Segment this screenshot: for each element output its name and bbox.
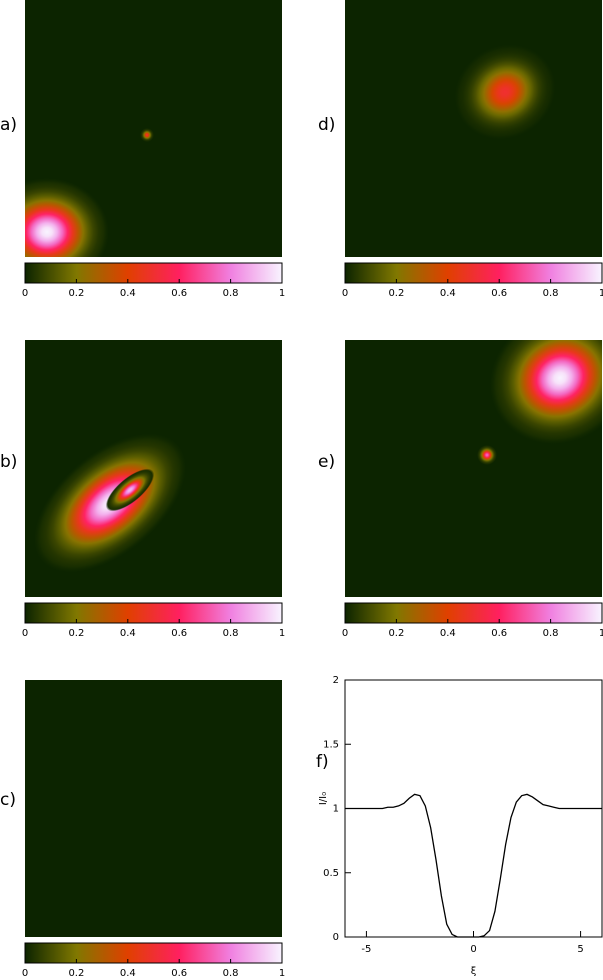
colorbar-tick-label: 0.4 xyxy=(440,628,456,639)
colorbar-tick-label: 0.8 xyxy=(223,628,239,639)
panel-label: c) xyxy=(0,790,16,810)
colorbar xyxy=(344,262,603,284)
colorbar-tick-label: 0 xyxy=(342,288,348,299)
colorbar-tick-label: 0.4 xyxy=(120,288,136,299)
heatmap-image xyxy=(33,433,187,573)
colorbar-tick-label: 0 xyxy=(22,968,28,979)
heatmap-image xyxy=(25,128,154,257)
colorbar-tick-label: 0.8 xyxy=(223,968,239,979)
panel-label: e) xyxy=(318,452,335,472)
heatmap-blob xyxy=(140,128,154,142)
panel-label: d) xyxy=(318,115,335,135)
data-line xyxy=(345,793,602,938)
colorbar-tick-label: 0 xyxy=(342,628,348,639)
colorbar-tick-label: 0.6 xyxy=(491,288,507,299)
colorbar-tick-label: 0.6 xyxy=(171,288,187,299)
heatmap-background xyxy=(25,680,282,937)
colorbar-tick-label: 1 xyxy=(599,628,603,639)
panel-label: b) xyxy=(0,452,17,472)
x-tick-label: -5 xyxy=(361,944,371,955)
colorbar xyxy=(24,262,283,284)
colorbar-tick-label: 0 xyxy=(22,628,28,639)
colorbar-tick-label: 1 xyxy=(279,968,285,979)
colorbar xyxy=(24,942,283,964)
colorbar-tick-label: 0 xyxy=(22,288,28,299)
colorbar xyxy=(24,602,283,624)
colorbar-tick-label: 0.2 xyxy=(388,628,404,639)
colorbar-tick-label: 1 xyxy=(279,628,285,639)
colorbar xyxy=(344,602,603,624)
x-tick-label: 0 xyxy=(470,944,476,955)
heatmap-image xyxy=(477,340,602,465)
colorbar-tick-label: 0.2 xyxy=(68,288,84,299)
y-tick-label: 0.5 xyxy=(323,868,339,879)
y-tick-label: 1.5 xyxy=(323,739,339,750)
x-axis-label: ξ xyxy=(471,966,477,977)
colorbar-tick-label: 0.8 xyxy=(543,288,559,299)
y-tick-label: 1 xyxy=(333,804,339,815)
heatmap-image xyxy=(454,44,556,140)
colorbar-tick-label: 0.4 xyxy=(120,628,136,639)
y-axis-label: I/I₀ xyxy=(318,792,329,805)
colorbar-tick-label: 0.2 xyxy=(388,288,404,299)
heatmap-blob xyxy=(477,445,497,465)
y-tick-label: 2 xyxy=(333,675,339,686)
heatmap-blob xyxy=(489,340,602,445)
panel-label: f) xyxy=(316,752,329,772)
colorbar-tick-label: 0.6 xyxy=(171,628,187,639)
panel-label: a) xyxy=(0,115,17,135)
colorbar-tick-label: 0.8 xyxy=(543,628,559,639)
heatmap-blob xyxy=(25,178,109,257)
colorbar-tick-label: 1 xyxy=(599,288,603,299)
colorbar-tick-label: 0.4 xyxy=(120,968,136,979)
colorbar-tick-label: 1 xyxy=(279,288,285,299)
colorbar-tick-label: 0.2 xyxy=(68,628,84,639)
colorbar-tick-label: 0.2 xyxy=(68,968,84,979)
colorbar-tick-label: 0.6 xyxy=(171,968,187,979)
colorbar-tick-label: 0.8 xyxy=(223,288,239,299)
colorbar-tick-label: 0.4 xyxy=(440,288,456,299)
y-tick-label: 0 xyxy=(333,932,339,943)
heatmap-blob xyxy=(454,44,556,140)
x-tick-label: 5 xyxy=(577,944,583,955)
heatmap-blob xyxy=(105,468,155,512)
colorbar-tick-label: 0.6 xyxy=(491,628,507,639)
